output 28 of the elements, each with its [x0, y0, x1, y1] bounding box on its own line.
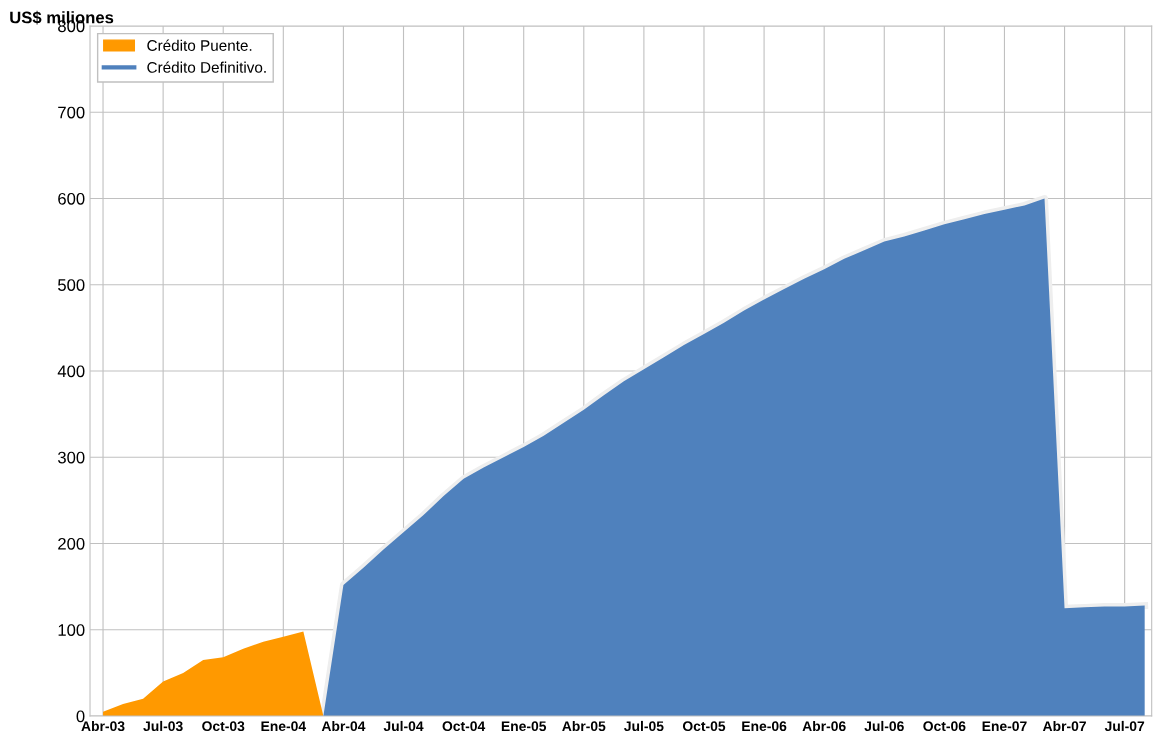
- x-tick-label: Ene-06: [742, 721, 787, 732]
- x-tick-label: Jul-03: [143, 720, 183, 732]
- y-tick-label: 200: [58, 537, 85, 550]
- x-tick-label: Abr-05: [562, 720, 606, 732]
- y-tick-label: 500: [58, 279, 85, 291]
- y-tick-label: 100: [58, 624, 85, 636]
- y-tick-label: 300: [57, 451, 85, 464]
- y-tick-label: 600: [58, 192, 85, 205]
- x-tick-label: Abr-06: [802, 720, 846, 732]
- x-tick-label: Jul-04: [383, 720, 424, 732]
- y-tick-label: 0: [76, 710, 85, 723]
- x-tick-label: Ene-05: [501, 721, 547, 732]
- legend-label: Crédito Puente.: [147, 39, 252, 51]
- x-tick-label: Abr-07: [1042, 720, 1086, 732]
- x-tick-label: Oct-03: [202, 721, 245, 732]
- x-tick-label: Abr-04: [321, 720, 366, 732]
- x-tick-label: Oct-05: [682, 721, 726, 732]
- x-tick-label: Jul-07: [1104, 720, 1145, 732]
- x-tick-label: Oct-04: [442, 721, 486, 732]
- x-tick-label: Abr-03: [81, 720, 125, 732]
- x-tick-label: Jul-06: [864, 720, 904, 732]
- x-tick-label: Oct-06: [923, 721, 966, 732]
- y-tick-label: 700: [58, 106, 85, 119]
- x-tick-label: Ene-04: [261, 721, 307, 732]
- legend-label: Crédito Definitivo.: [147, 61, 266, 73]
- x-tick-label: Ene-07: [982, 721, 1027, 732]
- x-tick-label: Jul-05: [624, 720, 664, 732]
- y-tick-label: 400: [57, 365, 85, 378]
